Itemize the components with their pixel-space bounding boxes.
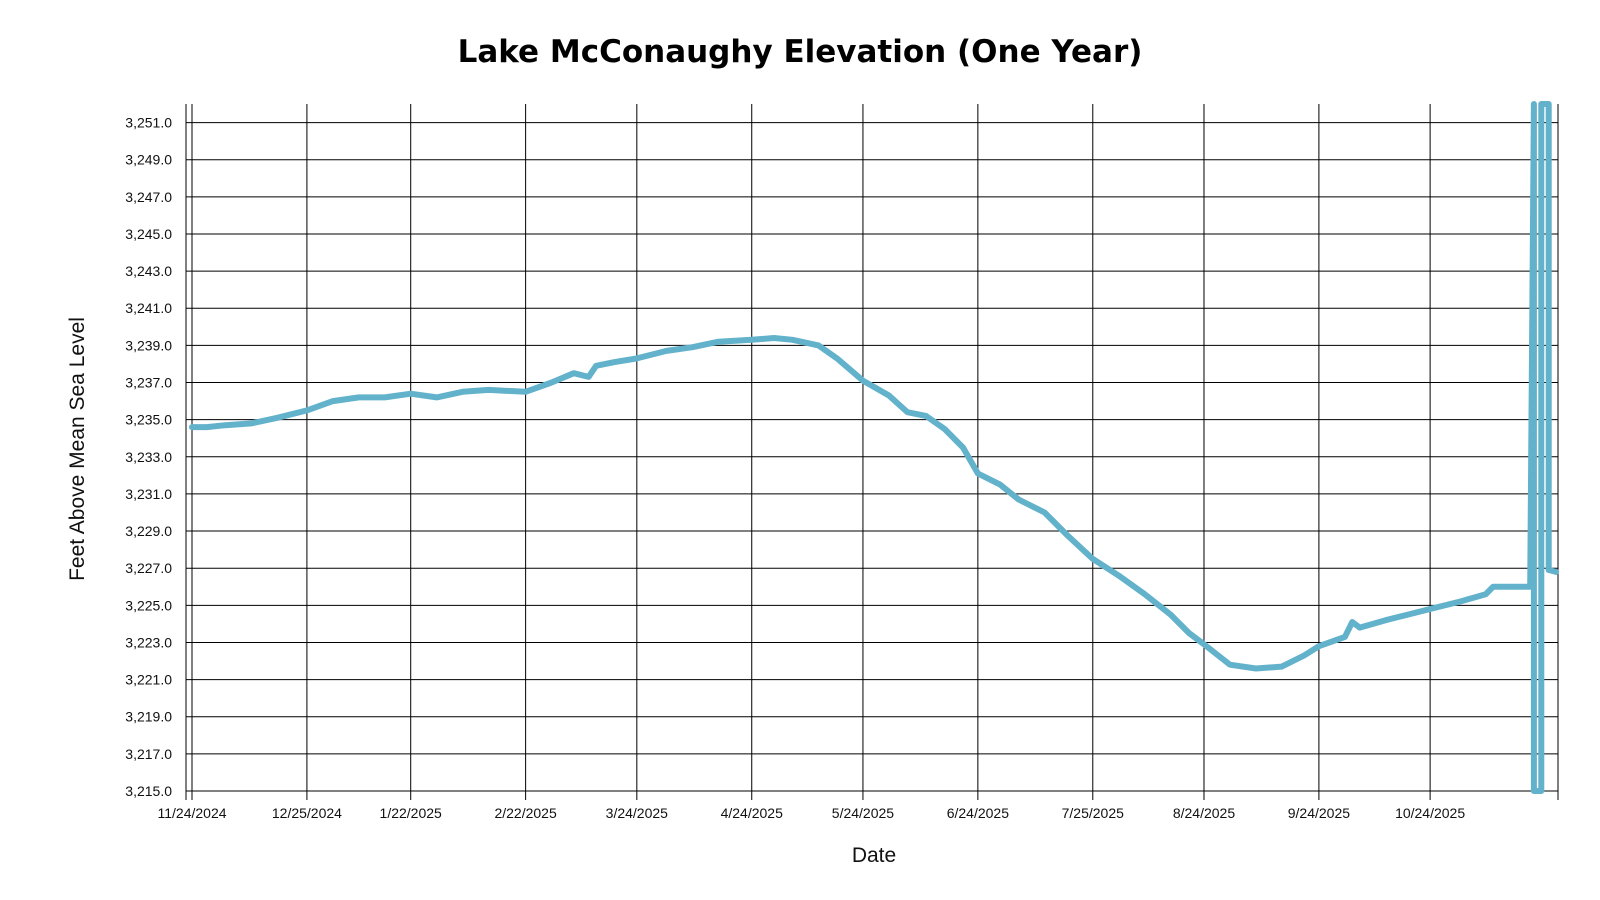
y-tick-label: 3,241.0 [125, 300, 172, 316]
x-tick-label: 4/24/2025 [721, 805, 783, 821]
y-tick-label: 3,247.0 [125, 189, 172, 205]
y-tick-label: 3,225.0 [125, 597, 172, 613]
y-tick-label: 3,219.0 [125, 709, 172, 725]
chart-title: Lake McConaughy Elevation (One Year) [458, 34, 1143, 70]
x-tick-label: 10/24/2025 [1395, 805, 1465, 821]
axes [185, 104, 1559, 800]
y-tick-label: 3,251.0 [125, 115, 172, 131]
y-tick-label: 3,233.0 [125, 449, 172, 465]
y-tick-label: 3,249.0 [125, 152, 172, 168]
x-tick-label: 1/22/2025 [380, 805, 442, 821]
gridlines [186, 104, 1558, 800]
y-tick-label: 3,227.0 [125, 560, 172, 576]
y-tick-label: 3,235.0 [125, 412, 172, 428]
y-tick-label: 3,215.0 [125, 783, 172, 799]
x-tick-label: 5/24/2025 [832, 805, 894, 821]
y-axis-ticks: 3,215.0 3,217.0 3,219.0 3,221.0 3,223.0 3,225… [125, 115, 172, 799]
x-tick-label: 6/24/2025 [947, 805, 1009, 821]
y-tick-label: 3,231.0 [125, 486, 172, 502]
elevation-series-line [189, 101, 1560, 794]
x-axis-ticks: 11/24/2024 12/25/2024 1/22/2025 2/22/2025 3/… [157, 805, 1465, 821]
y-tick-label: 3,217.0 [125, 746, 172, 762]
y-tick-label: 3,223.0 [125, 634, 172, 650]
y-axis-title: Feet Above Mean Sea Level [66, 317, 89, 581]
x-tick-label: 9/24/2025 [1288, 805, 1350, 821]
x-tick-label: 8/24/2025 [1173, 805, 1235, 821]
y-tick-label: 3,243.0 [125, 263, 172, 279]
y-tick-label: 3,229.0 [125, 523, 172, 539]
x-tick-label: 12/25/2024 [272, 805, 342, 821]
x-tick-label: 7/25/2025 [1062, 805, 1124, 821]
x-tick-label: 11/24/2024 [157, 805, 226, 821]
x-tick-label: 2/22/2025 [494, 805, 556, 821]
x-axis-title: Date [852, 844, 896, 867]
y-tick-label: 3,221.0 [125, 672, 172, 688]
y-tick-label: 3,239.0 [125, 337, 172, 353]
x-tick-label: 3/24/2025 [606, 805, 668, 821]
y-tick-label: 3,245.0 [125, 226, 172, 242]
y-tick-label: 3,237.0 [125, 375, 172, 391]
series-group [189, 101, 1560, 794]
